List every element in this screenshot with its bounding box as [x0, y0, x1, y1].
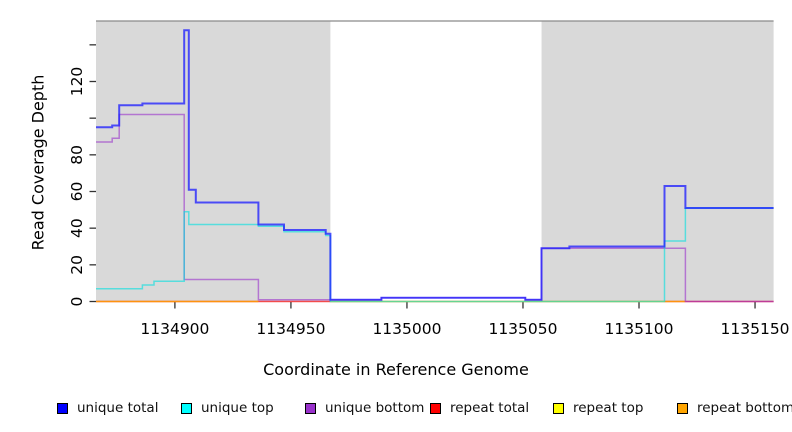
y-tick-label: 0 — [68, 297, 86, 307]
y-tick-label: 120 — [68, 67, 86, 97]
legend-label: repeat top — [573, 400, 644, 416]
series-line-unique-top — [96, 207, 774, 303]
x-tick-label: 1134950 — [256, 320, 325, 338]
y-axis-title: Read Coverage Depth — [28, 74, 48, 251]
x-tick-label: 1135000 — [372, 320, 441, 338]
legend-item-unique-top: unique top — [181, 400, 274, 416]
x-tick-label: 1135150 — [721, 320, 790, 338]
legend-item-unique-total: unique total — [57, 400, 158, 416]
x-tick-label: 1135050 — [488, 320, 557, 338]
legend-swatch-icon — [677, 402, 688, 414]
legend-label: unique bottom — [325, 400, 425, 416]
x-tick-label: 1134900 — [140, 320, 209, 338]
legend-item-repeat-top: repeat top — [553, 400, 643, 416]
background-region-shaded-right — [541, 21, 774, 302]
legend-item-unique-bottom: unique bottom — [305, 400, 424, 416]
legend-swatch-icon — [430, 402, 441, 414]
legend-label: repeat bottom — [697, 400, 792, 416]
background-region-shaded-left — [96, 21, 331, 302]
x-axis-title: Coordinate in Reference Genome — [263, 360, 529, 379]
legend-swatch-icon — [57, 402, 68, 414]
legend-swatch-icon — [181, 402, 192, 414]
legend-swatch-icon — [553, 402, 564, 414]
legend-swatch-icon — [305, 402, 316, 414]
plot-canvas: 1134900 1134950 1135000 1135050 1135100 11351… — [68, 20, 790, 338]
legend-item-repeat-bottom: repeat bottom — [677, 400, 792, 416]
x-tick-label: 1135100 — [604, 320, 673, 338]
series-line-unique-total — [96, 29, 774, 301]
y-tick-label: 40 — [68, 218, 86, 238]
y-tick-label: 80 — [68, 145, 86, 165]
legend-item-repeat-total: repeat total — [430, 400, 529, 416]
legend-label: repeat total — [450, 400, 530, 416]
y-tick-label: 60 — [68, 182, 86, 202]
legend-label: unique total — [77, 400, 159, 416]
y-tick-label: 20 — [68, 255, 86, 275]
legend-label: unique top — [201, 400, 274, 416]
